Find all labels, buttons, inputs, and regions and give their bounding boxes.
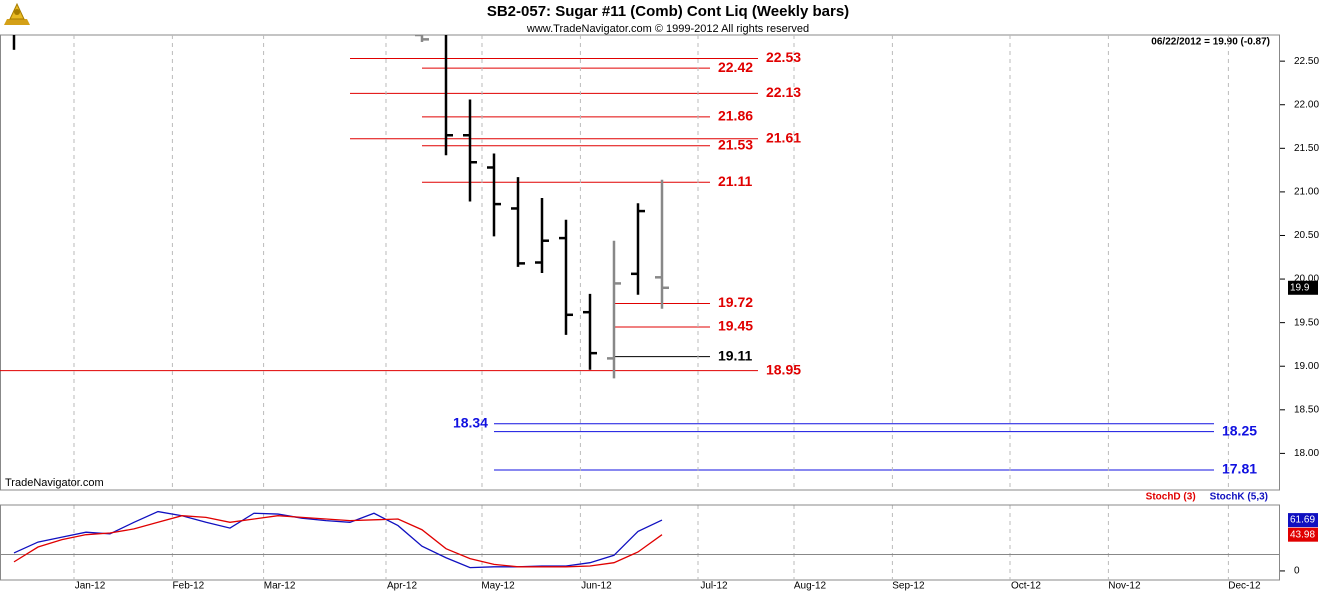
level-label: 22.13 — [766, 84, 801, 100]
y-tick-label: 18.50 — [1294, 404, 1319, 415]
level-label: 21.53 — [718, 136, 753, 152]
y-tick-label: 19.00 — [1294, 361, 1319, 372]
level-label: 19.72 — [718, 294, 753, 310]
stoch-plot — [0, 505, 1280, 580]
y-tick-label: 19.50 — [1294, 317, 1319, 328]
level-label: 18.25 — [1222, 422, 1257, 438]
x-tick-label: Sep-12 — [892, 581, 925, 592]
level-label: 18.34 — [453, 414, 488, 430]
x-tick-label: Dec-12 — [1228, 581, 1261, 592]
level-label: 19.11 — [718, 347, 752, 363]
y-tick-label: 0 — [1294, 566, 1300, 577]
logo — [4, 2, 30, 25]
x-tick-label: May-12 — [481, 581, 515, 592]
level-label: 21.61 — [766, 129, 801, 145]
watermark: TradeNavigator.com — [5, 477, 104, 489]
price-plot — [0, 35, 1229, 490]
series-line — [13, 515, 663, 568]
y-tick-label: 22.50 — [1294, 56, 1319, 67]
x-tick-label: Jul-12 — [700, 581, 728, 592]
last-value-box — [1288, 527, 1318, 542]
x-tick-label: Jun-12 — [581, 581, 612, 592]
stoch-panel — [0, 504, 1280, 581]
level-label: 21.11 — [718, 173, 752, 189]
series-line — [13, 510, 663, 569]
legend-entry: StochD (3) — [1146, 492, 1196, 503]
level-label: 22.42 — [718, 59, 753, 75]
x-tick-label: Oct-12 — [1011, 581, 1041, 592]
x-tick-label: Apr-12 — [387, 581, 417, 592]
x-tick-label: Nov-12 — [1108, 581, 1141, 592]
chart-title: SB2-057: Sugar #11 (Comb) Cont Liq (Week… — [487, 3, 849, 20]
x-tick-label: Jan-12 — [75, 581, 106, 592]
level-label: 18.95 — [766, 361, 801, 377]
price-panel — [0, 34, 1280, 491]
x-tick-label: Aug-12 — [794, 581, 827, 592]
level-label: 22.53 — [766, 49, 801, 65]
chart-subtitle: www.TradeNavigator.com © 1999-2012 All r… — [526, 23, 809, 35]
level-label: 17.81 — [1222, 461, 1257, 477]
level-label: 19.45 — [718, 318, 753, 334]
annotations: 22.50 22.00 21.50 21.00 20.50 20.00 19.50 19.00… — [75, 49, 1320, 591]
last-price-label: 19.9 — [1290, 282, 1310, 293]
quote: 06/22/2012 = 19.90 (-0.87) — [1151, 37, 1270, 48]
y-tick-label: 21.00 — [1294, 187, 1319, 198]
y-tick-label: 22.00 — [1294, 99, 1319, 110]
y-tick-label: 20.50 — [1294, 230, 1319, 241]
last-value-label: 61.69 — [1290, 515, 1315, 526]
legend-entry: StochK (5,3) — [1210, 492, 1268, 503]
last-value-label: 43.98 — [1290, 529, 1315, 540]
y-tick-label: 21.50 — [1294, 143, 1319, 154]
x-tick-label: Mar-12 — [264, 581, 296, 592]
level-label: 21.86 — [718, 108, 753, 124]
y-tick-label: 18.00 — [1294, 448, 1319, 459]
last-value-box — [1288, 513, 1318, 528]
last-price-box — [1288, 280, 1318, 295]
x-tick-label: Feb-12 — [173, 581, 205, 592]
y-tick-label: 20.00 — [1294, 274, 1319, 285]
